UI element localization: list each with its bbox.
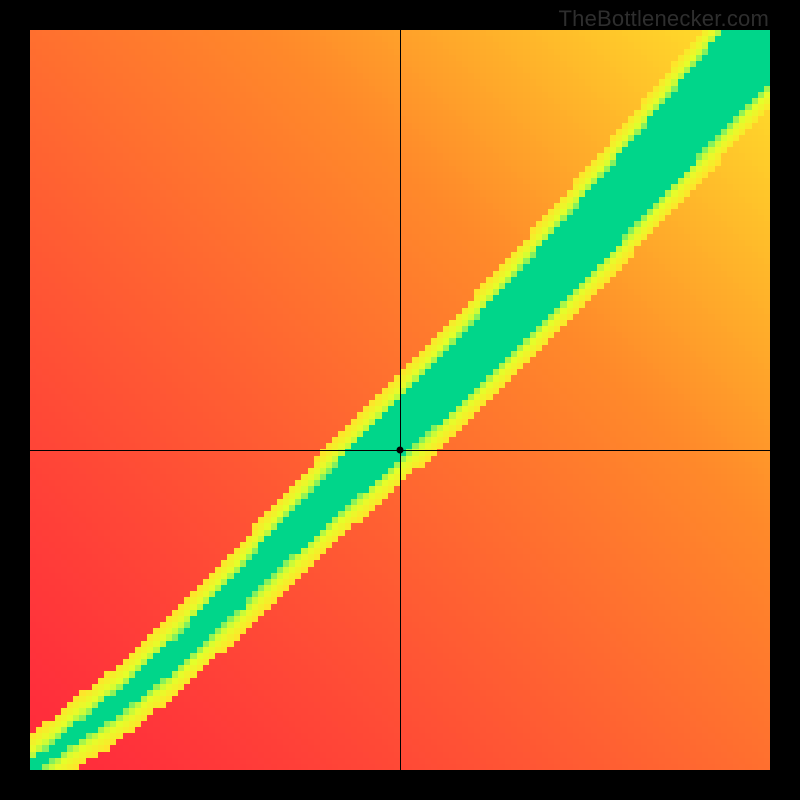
chart-container: TheBottlenecker.com [0, 0, 800, 800]
data-point-marker [397, 447, 404, 454]
watermark-text: TheBottlenecker.com [559, 6, 769, 32]
crosshair-vertical [400, 30, 401, 770]
